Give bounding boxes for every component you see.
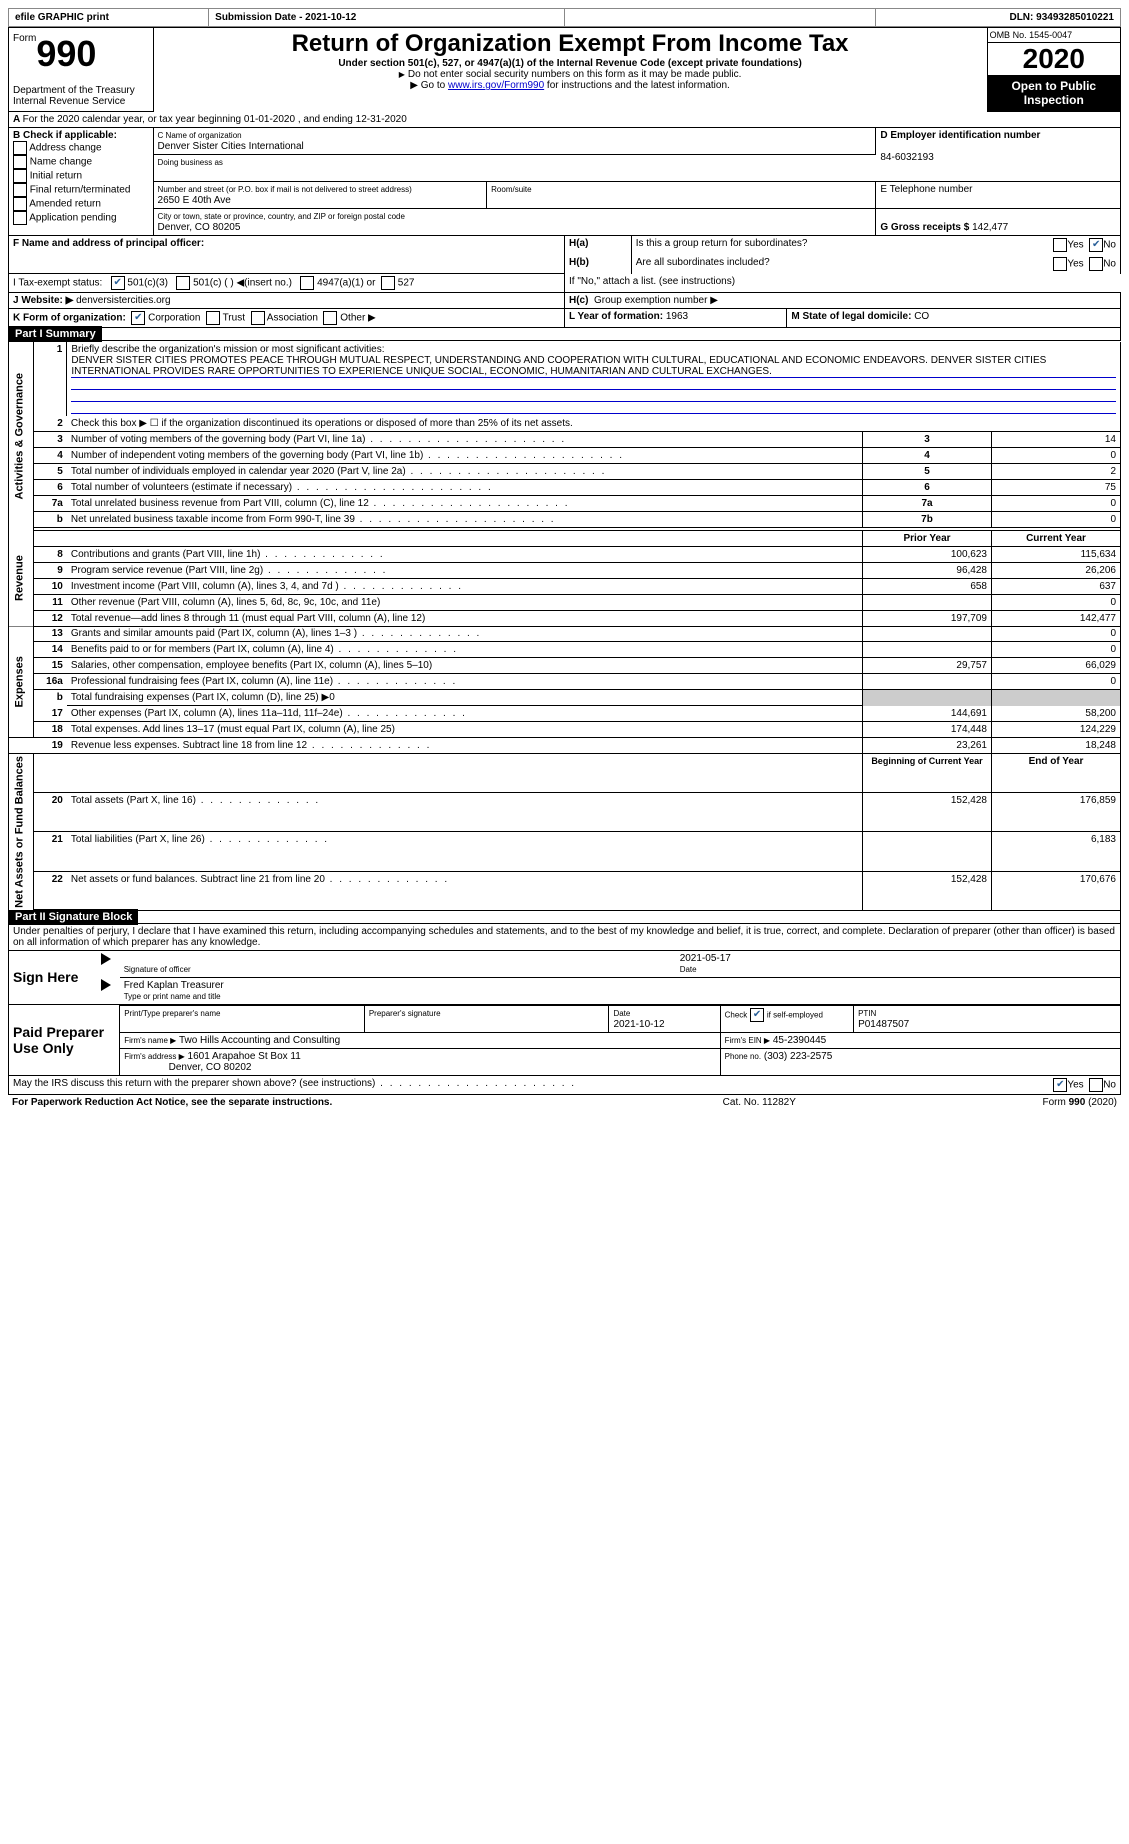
irs-link[interactable]: www.irs.gov/Form990 — [448, 80, 544, 91]
ssn-note: Do not enter social security numbers on … — [158, 69, 983, 80]
dln-label: DLN: 93493285010221 — [876, 9, 1121, 27]
box-i: I Tax-exempt status: 501(c)(3) 501(c) ( … — [9, 274, 565, 293]
header-table: Form990 Department of the Treasury Inter… — [8, 27, 1121, 112]
h-b-note: If "No," attach a list. (see instruction… — [565, 274, 1121, 293]
col-end: End of Year — [992, 754, 1121, 793]
vert-activities: Activities & Governance — [9, 342, 34, 531]
footer-left: For Paperwork Reduction Act Notice, see … — [12, 1097, 332, 1108]
line-2: Check this box ▶ ☐ if the organization d… — [67, 416, 1121, 432]
box-j: J Website: ▶ denversistercities.org — [9, 293, 565, 309]
tax-year: 2020 — [988, 43, 1120, 75]
paid-preparer: Paid Preparer Use Only — [13, 1024, 104, 1056]
h-a-label: H(a) — [569, 238, 588, 249]
col-current: Current Year — [992, 530, 1121, 546]
form-number: 990 — [36, 33, 96, 74]
box-l: L Year of formation: 1963 — [565, 309, 787, 328]
part2-bar: Part II Signature Block — [9, 909, 138, 925]
website-value: denversistercities.org — [76, 295, 170, 306]
part1-bar: Part I Summary — [9, 326, 102, 342]
box-g: G Gross receipts $ 142,477 — [876, 209, 1121, 236]
omb-number: OMB No. 1545-0047 — [988, 28, 1120, 43]
dba-label: Doing business as — [158, 158, 223, 167]
dept-treasury: Department of the Treasury — [13, 85, 149, 96]
firm-addr1: 1601 Arapahoe St Box 11 — [188, 1051, 301, 1062]
box-d: D Employer identification number 84-6032… — [876, 128, 1121, 182]
col-prior: Prior Year — [863, 530, 992, 546]
open-public-badge: Open to Public Inspection — [988, 75, 1120, 111]
officer-name-title: Fred Kaplan Treasurer — [124, 980, 224, 991]
form-label: Form — [13, 33, 36, 44]
dept-irs: Internal Revenue Service — [13, 96, 149, 107]
org-name-label: C Name of organization — [158, 131, 242, 140]
sig-date: 2021-05-17 — [680, 953, 731, 964]
mission-text: DENVER SISTER CITIES PROMOTES PEACE THRO… — [71, 355, 1116, 378]
street-label: Number and street (or P.O. box if mail i… — [158, 185, 412, 194]
box-m: M State of legal domicile: CO — [787, 309, 1121, 328]
vert-revenue: Revenue — [9, 530, 34, 626]
firm-ein: 45-2390445 — [773, 1035, 826, 1046]
line-a: A For the 2020 calendar year, or tax yea… — [9, 112, 1121, 128]
city-label: City or town, state or province, country… — [158, 212, 405, 221]
mission-label: Briefly describe the organization's miss… — [71, 344, 384, 355]
h-b-label: H(b) — [569, 257, 589, 268]
vert-expenses: Expenses — [9, 626, 34, 738]
submission-date: Submission Date - 2021-10-12 — [209, 9, 565, 27]
efile-label: efile GRAPHIC print — [9, 9, 209, 27]
discuss-question: May the IRS discuss this return with the… — [9, 1076, 965, 1095]
room-label: Room/suite — [491, 185, 531, 194]
gross-receipts: 142,477 — [972, 222, 1008, 233]
firm-addr2: Denver, CO 80202 — [169, 1062, 252, 1073]
h-b-text: Are all subordinates included? — [631, 255, 965, 274]
city-value: Denver, CO 80205 — [158, 222, 241, 233]
form-subtitle: Under section 501(c), 527, or 4947(a)(1)… — [158, 58, 983, 69]
declaration: Under penalties of perjury, I declare th… — [8, 924, 1121, 951]
box-e: E Telephone number — [876, 182, 1121, 209]
ptin-value: P01487507 — [858, 1019, 909, 1030]
h-c-label: H(c) — [569, 295, 588, 306]
ein-value: 84-6032193 — [880, 152, 933, 163]
sign-here: Sign Here — [13, 969, 78, 985]
sig-officer-label: Signature of officer — [124, 965, 191, 974]
col-begin: Beginning of Current Year — [863, 754, 992, 793]
arrow-icon — [101, 953, 111, 965]
cat-number: Cat. No. 11282Y — [565, 1095, 955, 1110]
firm-phone: (303) 223-2575 — [764, 1051, 832, 1062]
footer-right: Form 990 (2020) — [954, 1095, 1121, 1110]
form-title: Return of Organization Exempt From Incom… — [158, 30, 983, 58]
box-b: B Check if applicable: Address change Na… — [9, 128, 154, 236]
box-f: F Name and address of principal officer: — [9, 236, 565, 274]
top-bar: efile GRAPHIC print Submission Date - 20… — [8, 8, 1121, 27]
org-name: Denver Sister Cities International — [158, 141, 304, 152]
box-k: K Form of organization: Corporation Trus… — [9, 309, 565, 328]
street-value: 2650 E 40th Ave — [158, 195, 231, 206]
h-a-text: Is this a group return for subordinates? — [631, 236, 965, 255]
firm-name: Two Hills Accounting and Consulting — [179, 1035, 340, 1046]
vert-net: Net Assets or Fund Balances — [9, 754, 34, 911]
arrow-icon — [101, 979, 111, 991]
